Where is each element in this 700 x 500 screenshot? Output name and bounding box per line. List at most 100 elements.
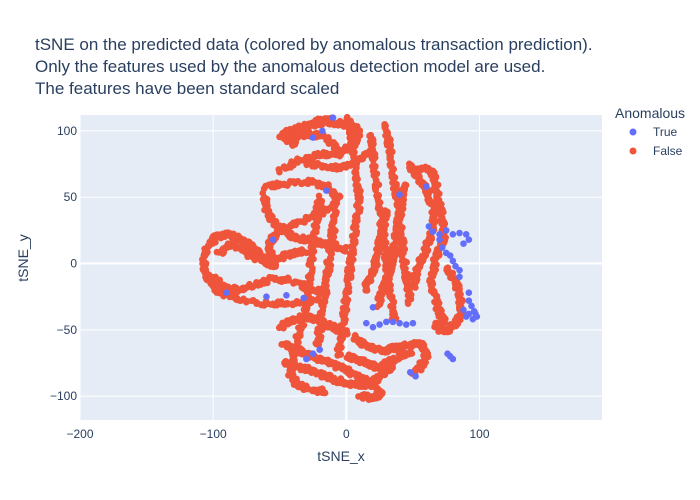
series-false <box>198 113 467 403</box>
plot-area <box>80 115 602 420</box>
point-true <box>442 227 450 234</box>
point-true <box>460 306 467 314</box>
point-true <box>436 231 443 238</box>
point-true <box>329 114 337 121</box>
scatter-points <box>198 113 481 403</box>
point-true <box>422 183 430 190</box>
point-true <box>456 229 463 237</box>
y-tick-label: −100 <box>50 389 77 403</box>
point-false <box>285 277 293 284</box>
point-false <box>290 343 298 351</box>
point-false <box>337 351 345 358</box>
point-true <box>449 231 457 238</box>
point-true <box>300 294 308 302</box>
point-true <box>263 293 270 300</box>
point-true <box>465 236 473 243</box>
point-false <box>398 252 406 260</box>
point-false <box>313 340 321 348</box>
point-false <box>269 252 277 259</box>
point-false <box>289 142 296 149</box>
point-false <box>340 245 348 252</box>
point-true <box>309 350 317 358</box>
point-false <box>404 300 412 307</box>
legend-marker-false <box>629 147 637 155</box>
point-true <box>402 321 410 328</box>
point-true <box>456 266 463 274</box>
point-true <box>223 289 230 297</box>
y-tick-label: 50 <box>64 190 78 204</box>
legend-label-false: False <box>653 144 683 158</box>
point-false <box>289 301 296 309</box>
point-false <box>345 258 353 266</box>
y-tick-label: 0 <box>70 257 77 271</box>
point-false <box>272 263 279 270</box>
point-false <box>343 330 351 338</box>
point-true <box>469 315 477 323</box>
point-false <box>288 158 295 165</box>
point-false <box>408 350 416 357</box>
y-tick-label: 100 <box>57 124 77 138</box>
point-true <box>406 368 414 376</box>
legend-item-true[interactable]: True <box>629 125 678 139</box>
series-true <box>223 114 481 380</box>
point-false <box>315 192 323 200</box>
point-false <box>404 283 411 291</box>
x-tick-label: −100 <box>200 427 227 441</box>
point-true <box>449 355 457 363</box>
legend-label-true: True <box>653 125 678 139</box>
point-false <box>315 152 323 160</box>
point-false <box>390 298 397 305</box>
legend-item-false[interactable]: False <box>629 144 683 158</box>
point-true <box>446 252 454 259</box>
chart-title-line-2: Only the features used by the anomalous … <box>35 57 545 76</box>
x-tick-label: −200 <box>66 427 93 441</box>
tick-labels: −200 −100 0 100 −100 −50 0 50 100 <box>50 124 490 441</box>
point-false <box>305 158 313 165</box>
point-true <box>369 323 377 331</box>
point-true <box>323 187 330 194</box>
point-true <box>425 223 433 230</box>
point-true <box>472 310 479 318</box>
point-true <box>376 321 383 328</box>
point-true <box>363 319 370 327</box>
point-false <box>355 393 362 400</box>
point-true <box>382 318 390 326</box>
point-false <box>367 141 375 149</box>
point-true <box>465 297 473 304</box>
point-true <box>309 134 317 141</box>
point-false <box>376 374 383 382</box>
point-false <box>428 281 436 289</box>
chart-title-line-3: The features have been standard scaled <box>35 79 339 98</box>
point-true <box>449 257 457 265</box>
y-axis-title: tSNE_y <box>15 234 31 281</box>
point-false <box>384 208 391 216</box>
point-true <box>396 319 403 327</box>
point-true <box>396 191 403 198</box>
point-false <box>400 200 407 208</box>
point-false <box>385 269 393 276</box>
point-true <box>452 262 459 270</box>
point-true <box>465 310 473 318</box>
legend-marker-true <box>629 128 637 136</box>
point-false <box>370 157 377 164</box>
point-true <box>460 240 467 247</box>
point-true <box>409 319 417 327</box>
point-false <box>412 284 419 291</box>
point-false <box>354 175 361 183</box>
legend: Anomalous True False <box>615 105 685 158</box>
point-true <box>436 236 443 243</box>
x-tick-label: 100 <box>469 427 489 441</box>
point-true <box>319 127 326 135</box>
point-true <box>465 289 473 297</box>
chart-title-line-1: tSNE on the predicted data (colored by a… <box>35 35 593 54</box>
point-false <box>336 152 344 160</box>
point-true <box>303 355 310 363</box>
point-false <box>321 389 329 397</box>
point-false <box>339 304 347 312</box>
point-true <box>389 318 397 326</box>
point-true <box>369 303 377 311</box>
point-false <box>276 168 283 176</box>
point-false <box>329 242 337 249</box>
point-false <box>372 185 379 193</box>
